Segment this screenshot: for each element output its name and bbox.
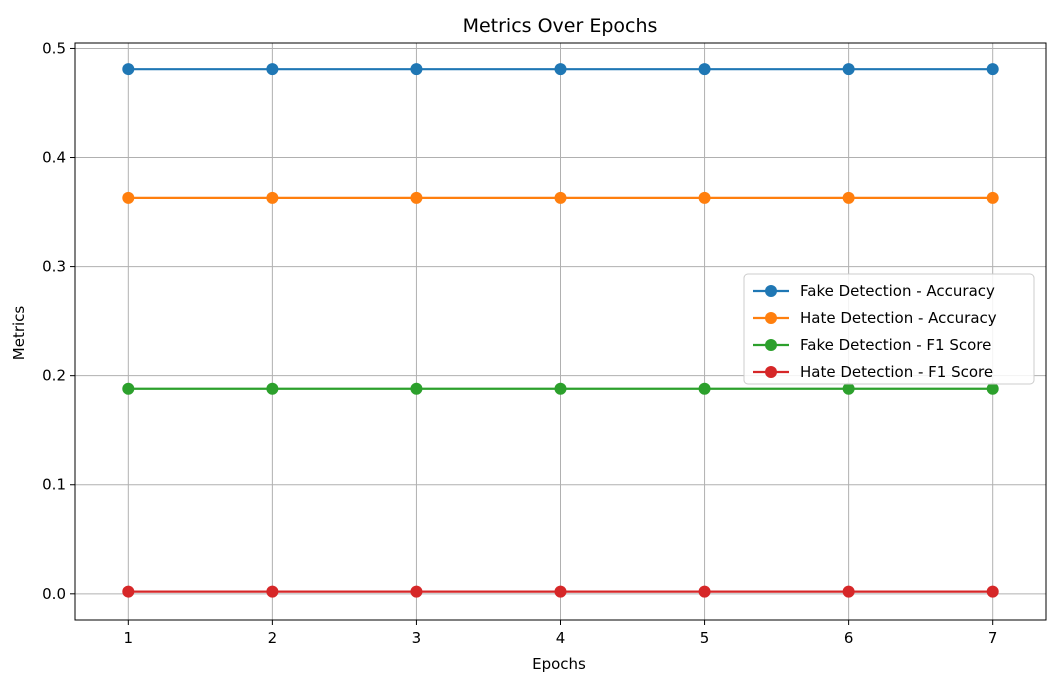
legend-label: Hate Detection - Accuracy bbox=[800, 309, 997, 327]
series-1 bbox=[122, 63, 999, 76]
data-point bbox=[698, 63, 711, 76]
x-tick-label: 7 bbox=[988, 629, 998, 647]
legend-item: Fake Detection - F1 Score bbox=[753, 336, 991, 354]
y-axis-label: Metrics bbox=[10, 306, 28, 361]
legend: Fake Detection - Accuracy Hate Detection … bbox=[743, 273, 1035, 385]
data-point bbox=[410, 191, 423, 204]
legend-item: Hate Detection - Accuracy bbox=[753, 309, 997, 327]
legend-label: Fake Detection - Accuracy bbox=[800, 282, 995, 300]
x-axis-label: Epochs bbox=[532, 655, 586, 673]
data-point bbox=[266, 382, 279, 395]
series-2 bbox=[122, 191, 999, 204]
legend-label: Fake Detection - F1 Score bbox=[800, 336, 991, 354]
legend-label: Hate Detection - F1 Score bbox=[800, 363, 993, 381]
axis-ticks: 1 2 3 4 5 6 7 0.0 0.1 0.2 0.3 0.4 0.5 bbox=[42, 39, 997, 647]
data-point bbox=[698, 382, 711, 395]
data-point bbox=[698, 585, 711, 598]
data-point bbox=[554, 63, 567, 76]
data-point bbox=[410, 63, 423, 76]
x-tick-label: 6 bbox=[844, 629, 854, 647]
x-tick-label: 5 bbox=[700, 629, 710, 647]
legend-item: Hate Detection - F1 Score bbox=[753, 363, 993, 381]
data-point bbox=[410, 382, 423, 395]
data-point bbox=[986, 585, 999, 598]
data-point bbox=[986, 191, 999, 204]
chart-title: Metrics Over Epochs bbox=[463, 15, 658, 37]
data-point bbox=[554, 191, 567, 204]
y-tick-label: 0.5 bbox=[42, 39, 66, 57]
data-point bbox=[122, 63, 135, 76]
data-point bbox=[842, 191, 855, 204]
series-3 bbox=[122, 382, 999, 395]
legend-item: Fake Detection - Accuracy bbox=[753, 282, 995, 300]
x-tick-label: 4 bbox=[556, 629, 566, 647]
series-layer bbox=[122, 63, 999, 598]
y-tick-label: 0.4 bbox=[42, 149, 66, 167]
y-tick-label: 0.0 bbox=[42, 585, 66, 603]
data-point bbox=[698, 191, 711, 204]
series-4 bbox=[122, 585, 999, 598]
x-tick-label: 1 bbox=[124, 629, 134, 647]
data-point bbox=[122, 191, 135, 204]
data-point bbox=[842, 63, 855, 76]
legend-marker bbox=[765, 366, 777, 378]
data-point bbox=[986, 382, 999, 395]
data-point bbox=[842, 382, 855, 395]
data-point bbox=[266, 191, 279, 204]
legend-marker bbox=[765, 339, 777, 351]
data-point bbox=[554, 382, 567, 395]
legend-box bbox=[743, 273, 1035, 385]
data-point bbox=[554, 585, 567, 598]
data-point bbox=[986, 63, 999, 76]
legend-marker bbox=[765, 285, 777, 297]
data-point bbox=[410, 585, 423, 598]
data-point bbox=[842, 585, 855, 598]
y-tick-label: 0.2 bbox=[42, 367, 66, 385]
legend-marker bbox=[765, 312, 777, 324]
y-tick-label: 0.3 bbox=[42, 258, 66, 276]
data-point bbox=[122, 585, 135, 598]
x-tick-label: 2 bbox=[268, 629, 278, 647]
y-tick-label: 0.1 bbox=[42, 476, 66, 494]
data-point bbox=[266, 585, 279, 598]
data-point bbox=[122, 382, 135, 395]
data-point bbox=[266, 63, 279, 76]
x-tick-label: 3 bbox=[412, 629, 422, 647]
